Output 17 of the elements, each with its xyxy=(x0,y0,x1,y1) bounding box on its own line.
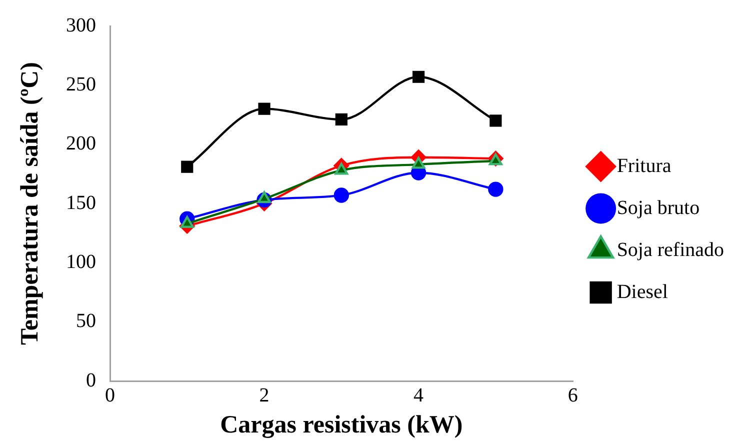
x-tick-label: 0 xyxy=(105,384,115,406)
y-tick-label: 300 xyxy=(66,14,96,36)
y-tick-label: 150 xyxy=(66,192,96,214)
legend-label: Fritura xyxy=(616,154,672,177)
x-axis-title: Cargas resistivas (kW) xyxy=(220,411,463,438)
legend-label: Soja refinado xyxy=(616,238,724,261)
y-tick-label: 200 xyxy=(66,132,96,155)
y-axis-title: Temperatura de saída (ºC) xyxy=(16,62,44,346)
y-tick-label: 100 xyxy=(66,250,96,273)
legend-label: Diesel xyxy=(616,280,668,303)
x-tick-label: 6 xyxy=(568,384,578,406)
x-tick-label: 2 xyxy=(259,384,270,406)
y-tick-label: 50 xyxy=(76,310,96,332)
y-tick-label: 0 xyxy=(86,369,96,392)
legend-label: Soja bruto xyxy=(616,196,700,219)
y-tick-label: 250 xyxy=(66,73,96,96)
x-tick-label: 4 xyxy=(414,384,424,406)
